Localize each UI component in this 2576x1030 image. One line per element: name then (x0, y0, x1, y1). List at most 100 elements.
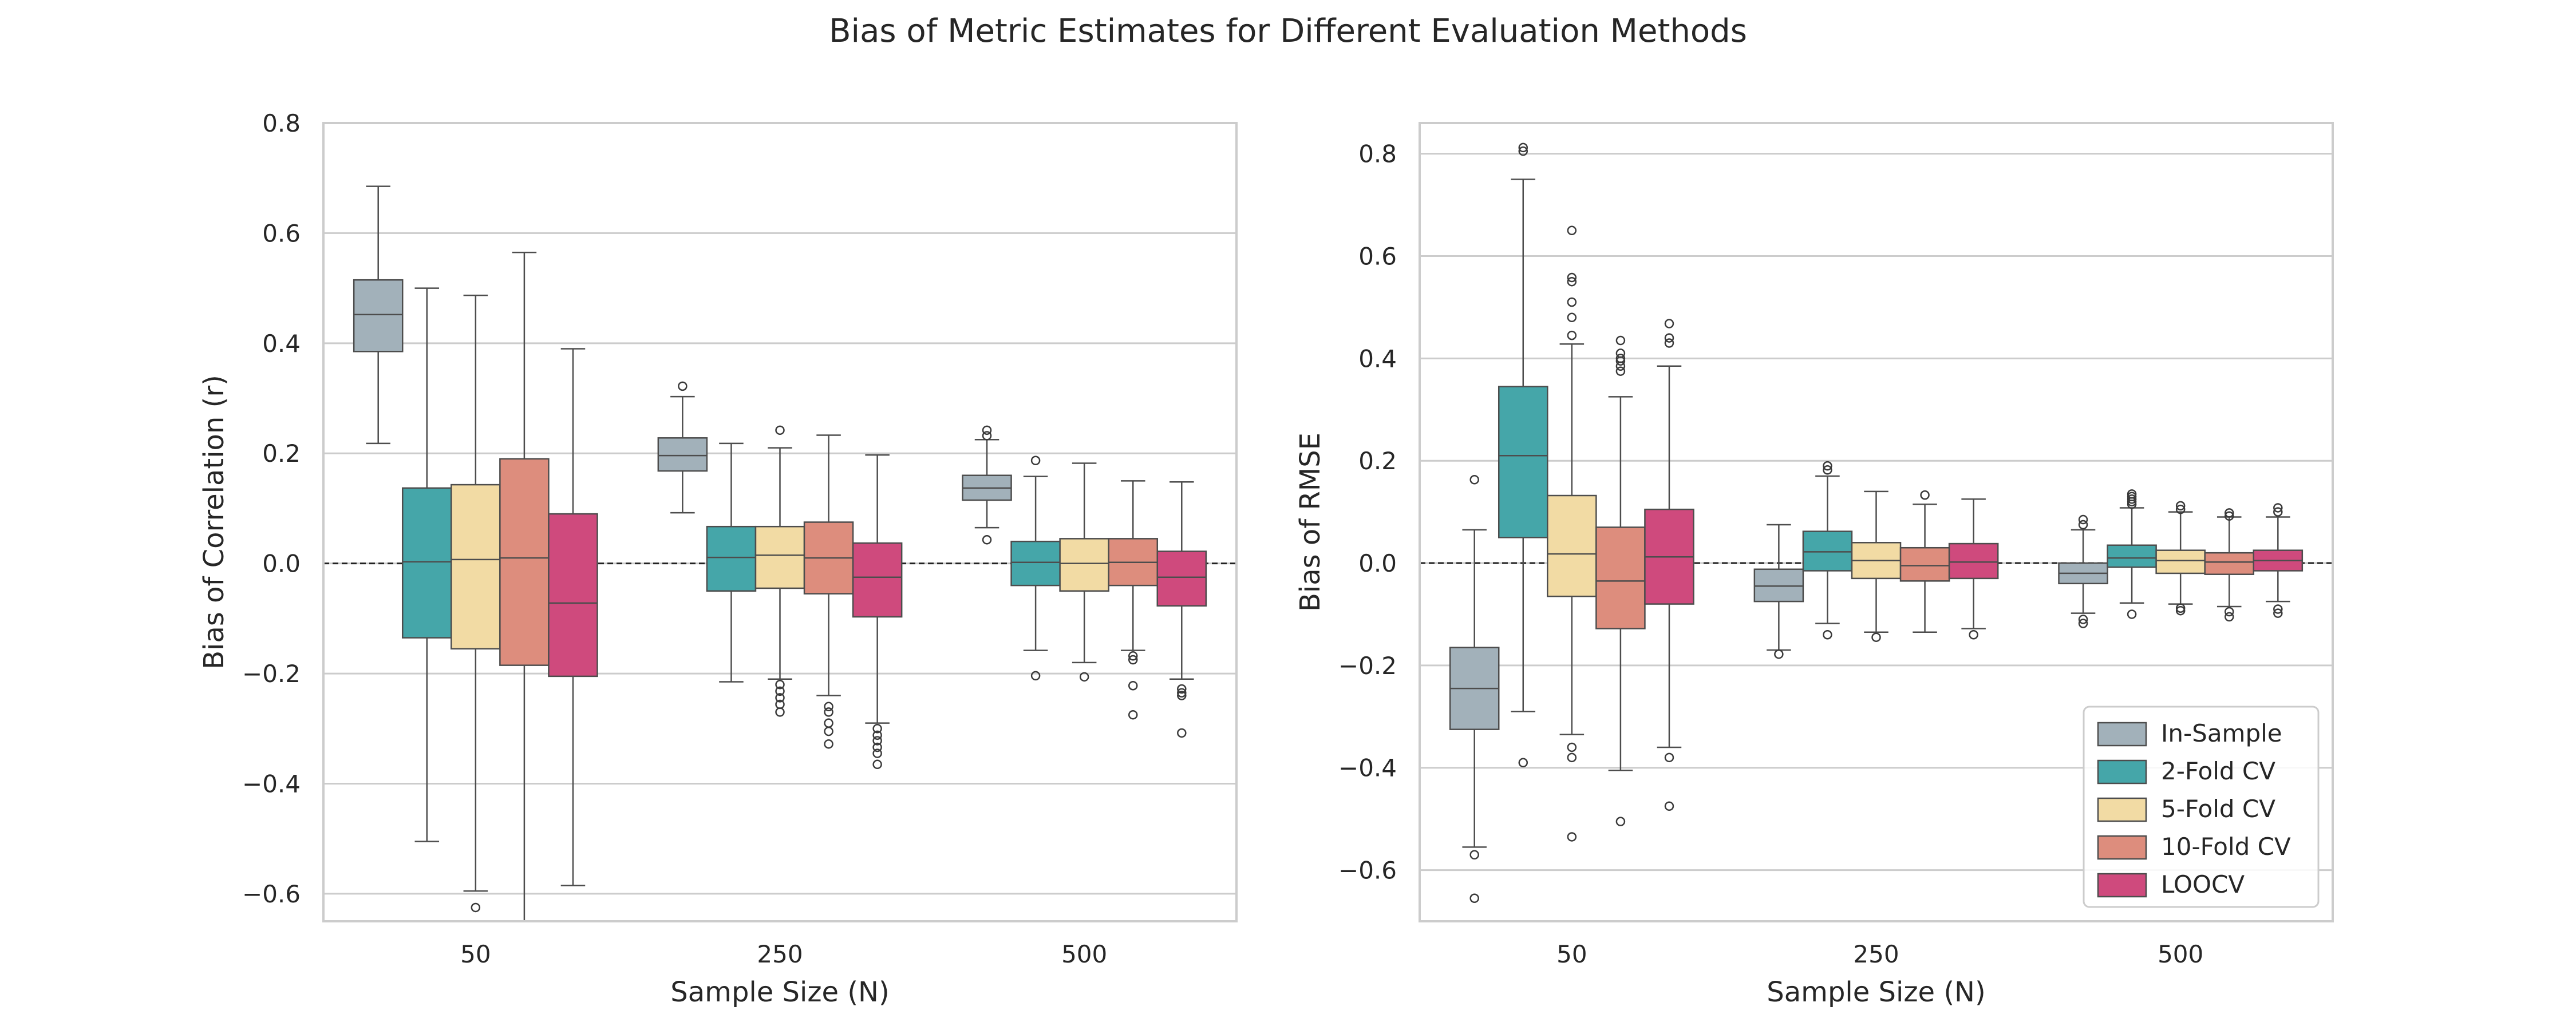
plot-frame (322, 122, 1238, 922)
outlier-point (1128, 710, 1138, 720)
x-tick-label: 50 (460, 940, 491, 968)
outlier-point (2175, 504, 2186, 514)
box-5-fold-cv-250 (754, 425, 805, 717)
outlier-point (824, 707, 833, 717)
figure-title: Bias of Metric Estimates for Different E… (829, 13, 1747, 50)
outlier-point (1615, 348, 1626, 358)
outlier-point (1177, 728, 1187, 738)
outlier-point (2175, 501, 2186, 511)
box-5-fold-cv-500 (2155, 501, 2206, 616)
y-tick-label: 0.2 (1358, 447, 1397, 475)
box-iqr (401, 487, 452, 639)
outlier-point (872, 724, 882, 734)
box-2-fold-cv-500 (1010, 455, 1061, 681)
outlier-point (471, 902, 481, 913)
boxes-group (1449, 142, 2304, 904)
box-loocv-500 (1156, 481, 1207, 738)
outlier-point (1823, 629, 1832, 640)
y-axis-label: Bias of RMSE (1294, 433, 1326, 612)
legend-label-in-sample: In-Sample (2161, 719, 2282, 747)
box-in-sample-50 (1449, 475, 1500, 904)
legend-label-5-fold-cv: 5-Fold CV (2161, 795, 2275, 823)
outlier-point (2127, 494, 2137, 504)
outlier-point (2078, 520, 2088, 530)
y-tick-label: −0.6 (242, 880, 301, 908)
outlier-point (824, 739, 833, 749)
legend-label-2-fold-cv: 2-Fold CV (2161, 757, 2275, 785)
box-in-sample-250 (1753, 524, 1804, 659)
box-iqr (2155, 549, 2206, 575)
outlier-point (1567, 330, 1577, 340)
y-tick-label: −0.6 (1338, 857, 1397, 885)
outlier-point (2224, 511, 2234, 521)
outlier-point (824, 718, 833, 728)
outlier-point (2175, 605, 2186, 616)
outlier-point (1774, 649, 1784, 659)
outlier-point (1469, 893, 1479, 904)
box-iqr (1802, 530, 1853, 572)
outlier-point (1969, 629, 1978, 640)
box-iqr (754, 525, 805, 589)
outlier-point (2127, 492, 2137, 502)
x-tick-label: 50 (1556, 940, 1587, 968)
x-tick-label: 250 (1853, 940, 1899, 968)
outlier-point (1823, 461, 1832, 471)
outlier-point (1567, 312, 1577, 323)
box-iqr (1010, 540, 1061, 587)
outlier-point (2273, 608, 2283, 618)
box-iqr (1498, 386, 1548, 538)
y-tick-label: 0.0 (1358, 549, 1397, 577)
x-tick-label: 500 (2158, 940, 2203, 968)
outlier-point (2078, 619, 2088, 628)
outlier-point (1567, 272, 1577, 283)
outlier-point (775, 680, 785, 690)
legend-swatch-2-fold-cv (2097, 759, 2147, 785)
box-in-sample-250 (657, 381, 708, 514)
box-5-fold-cv-50 (1547, 225, 1597, 842)
box-10-fold-cv-50 (499, 251, 550, 921)
legend-label-loocv: LOOCV (2161, 870, 2245, 898)
outlier-point (1823, 465, 1832, 475)
box-10-fold-cv-250 (1899, 490, 1950, 633)
legend-label-10-fold-cv: 10-Fold CV (2161, 833, 2291, 861)
box-2-fold-cv-250 (706, 442, 757, 683)
outlier-point (1128, 655, 1138, 665)
outlier-point (1567, 297, 1577, 307)
outlier-point (824, 702, 833, 712)
box-10-fold-cv-500 (1108, 480, 1159, 720)
outlier-point (775, 707, 785, 717)
y-tick-label: 0.4 (1358, 344, 1397, 373)
outlier-point (1664, 801, 1674, 811)
outlier-point (1567, 832, 1577, 842)
box-iqr (1547, 494, 1597, 597)
outlier-point (1177, 688, 1187, 698)
outlier-point (2273, 507, 2283, 517)
box-loocv-500 (2253, 503, 2304, 618)
outlier-point (1177, 684, 1187, 694)
outlier-point (1469, 850, 1479, 859)
boxes-group (353, 185, 1207, 921)
outlier-point (1469, 475, 1479, 485)
box-10-fold-cv-50 (1595, 335, 1646, 826)
outlier-point (1615, 817, 1626, 826)
outlier-point (1518, 146, 1528, 156)
outlier-point (2273, 503, 2283, 513)
outlier-point (1664, 333, 1674, 343)
box-iqr (1948, 542, 1999, 580)
box-5-fold-cv-500 (1059, 462, 1109, 682)
box-iqr (499, 458, 550, 666)
box-loocv-50 (548, 348, 598, 886)
box-iqr (548, 513, 598, 678)
outlier-point (1567, 752, 1577, 763)
outlier-point (2224, 607, 2234, 617)
y-tick-label: −0.4 (242, 770, 301, 798)
box-iqr (2107, 544, 2157, 568)
box-10-fold-cv-500 (2204, 508, 2255, 622)
box-5-fold-cv-250 (1851, 490, 1902, 642)
box-loocv-250 (1948, 498, 1999, 640)
legend-swatch-loocv (2097, 873, 2147, 898)
y-tick-label: 0.8 (1358, 140, 1397, 168)
y-axis-label: Bias of Correlation (r) (198, 375, 230, 670)
